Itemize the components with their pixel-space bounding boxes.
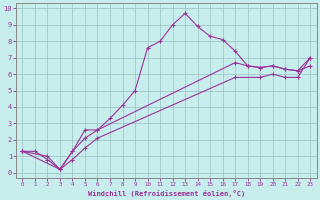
- X-axis label: Windchill (Refroidissement éolien,°C): Windchill (Refroidissement éolien,°C): [88, 190, 245, 197]
